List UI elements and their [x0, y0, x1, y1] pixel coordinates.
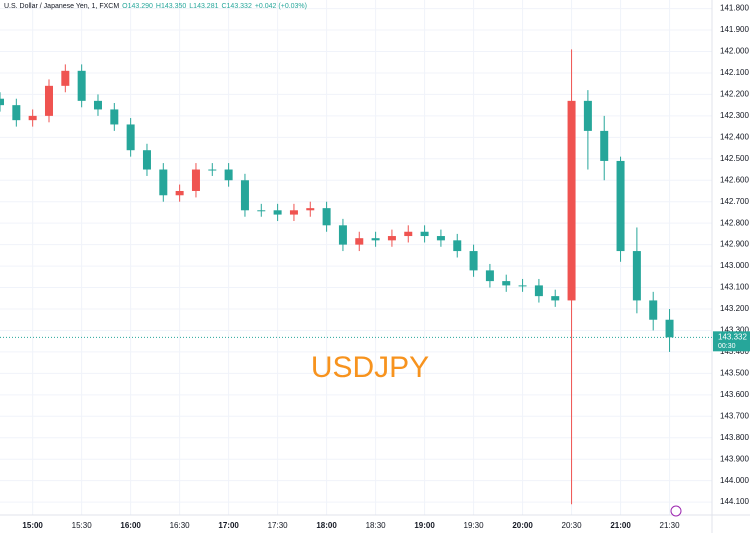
candle-body	[257, 210, 266, 212]
y-tick-label: 142.200	[720, 90, 749, 99]
candle-body	[387, 236, 396, 241]
x-tick-label: 19:00	[414, 521, 435, 530]
x-tick-label: 15:00	[22, 521, 43, 530]
y-tick-label: 142.700	[720, 197, 749, 206]
y-tick-label: 142.300	[720, 111, 749, 120]
candle-body	[12, 105, 21, 121]
candle-body	[224, 169, 233, 181]
candle-body	[518, 285, 527, 287]
y-tick-label: 141.800	[720, 4, 749, 13]
y-tick-label: 143.200	[720, 304, 749, 313]
candle-body	[420, 231, 429, 237]
candle-body	[453, 240, 462, 252]
candle-body	[240, 180, 249, 211]
candle-body	[77, 70, 86, 101]
header-item: U.S. Dollar / Japanese Yen, 1, FXCM	[4, 3, 119, 10]
candle-body	[534, 285, 543, 297]
y-tick-label: 144.100	[720, 497, 749, 506]
x-tick-label: 18:00	[316, 521, 337, 530]
header-item: O143.290	[122, 3, 153, 10]
last-price-label: 143.332	[718, 332, 747, 341]
x-tick-label: 17:30	[268, 521, 289, 530]
candle-body	[93, 100, 102, 110]
candle-body	[502, 281, 511, 286]
countdown: 00:30	[718, 343, 736, 350]
candle-body	[485, 270, 494, 282]
y-tick-label: 143.500	[720, 368, 749, 377]
candle-body	[436, 236, 445, 241]
candle-body	[632, 251, 641, 301]
x-tick-label: 21:30	[660, 521, 681, 530]
candle-body	[273, 210, 282, 215]
watermark: USDJPY	[311, 351, 429, 384]
x-tick-label: 16:30	[170, 521, 191, 530]
header-item: +0.042 (+0.03%)	[255, 3, 307, 10]
candle-body	[583, 100, 592, 131]
y-tick-label: 142.500	[720, 154, 749, 163]
candle-body	[338, 225, 347, 245]
candle-body	[159, 169, 168, 196]
candle-body	[469, 251, 478, 271]
y-tick-label: 143.000	[720, 261, 749, 270]
candle-body	[0, 98, 4, 106]
header: U.S. Dollar / Japanese Yen, 1, FXCM O143.…	[4, 3, 307, 10]
y-tick-label: 143.600	[720, 390, 749, 399]
candle-body	[355, 238, 364, 245]
y-tick-label: 144.000	[720, 476, 749, 485]
candle-body	[142, 150, 151, 170]
candle-body	[44, 85, 53, 116]
candle-body	[110, 109, 119, 125]
x-tick-label: 15:30	[72, 521, 93, 530]
y-tick-label: 142.100	[720, 68, 749, 77]
y-tick-label: 142.800	[720, 218, 749, 227]
last-price-box	[713, 331, 750, 352]
candle-body	[616, 160, 625, 252]
y-tick-label: 143.400	[720, 347, 749, 356]
y-tick-label: 143.100	[720, 283, 749, 292]
y-tick-label: 142.600	[720, 175, 749, 184]
candle-body	[306, 208, 315, 211]
candle-body	[289, 210, 298, 215]
y-tick-label: 142.400	[720, 132, 749, 141]
candle-body	[322, 208, 331, 226]
header-item: L143.281	[189, 3, 218, 10]
candle-body	[175, 190, 184, 196]
y-tick-label: 142.000	[720, 47, 749, 56]
x-tick-label: 18:30	[366, 521, 387, 530]
y-tick-label: 143.700	[720, 411, 749, 420]
x-tick-label: 19:30	[464, 521, 485, 530]
candle-body	[61, 70, 70, 86]
x-tick-label: 20:00	[512, 521, 533, 530]
candle-body	[600, 130, 609, 161]
x-tick-label: 21:00	[610, 521, 631, 530]
y-tick-label: 143.300	[720, 326, 749, 335]
candle-body	[404, 231, 413, 237]
event-icon	[670, 505, 682, 517]
candle-body	[191, 169, 200, 191]
candle-body	[28, 115, 37, 121]
y-tick-label: 143.900	[720, 454, 749, 463]
y-tick-label: 142.900	[720, 240, 749, 249]
candle-body	[551, 296, 560, 301]
y-tick-label: 141.900	[720, 25, 749, 34]
candle-body	[649, 300, 658, 320]
candle-body	[126, 124, 135, 151]
candle-body	[371, 238, 380, 241]
candle-body	[665, 319, 674, 338]
header-item: H143.350	[156, 3, 186, 10]
y-tick-label: 143.800	[720, 433, 749, 442]
header-item: C143.332	[221, 3, 251, 10]
x-tick-label: 16:00	[120, 521, 141, 530]
x-tick-label: 17:00	[218, 521, 239, 530]
candle-body	[208, 169, 217, 171]
candle-body	[567, 100, 576, 301]
x-tick-label: 20:30	[562, 521, 583, 530]
